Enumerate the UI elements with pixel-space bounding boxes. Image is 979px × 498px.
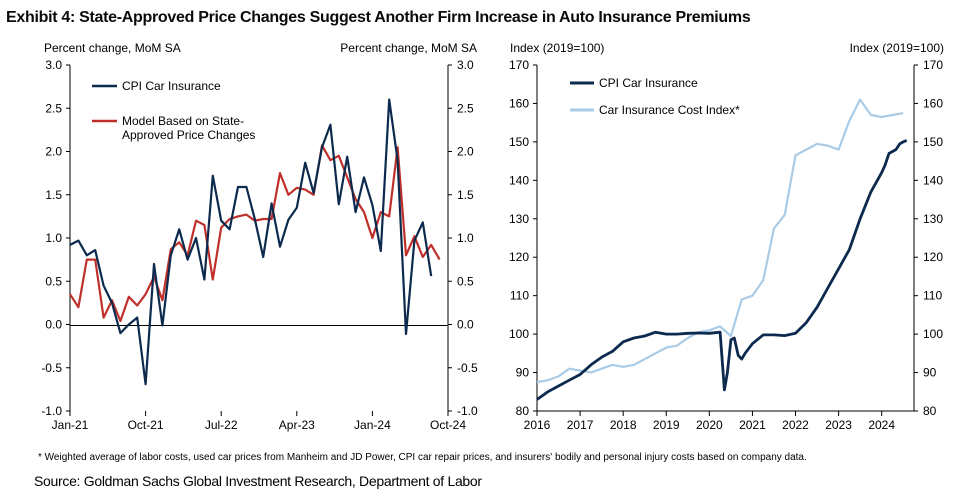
right-xtick-label-2020: 2020: [696, 418, 723, 432]
left-ytick-label-left-1-0: 1.0: [45, 231, 62, 245]
left-ytick-label-left-1-0: -1.0: [41, 404, 62, 418]
right-ytick-label-right-110: 110: [923, 289, 942, 303]
left-ytick-label-right-1-0: 1.0: [457, 231, 474, 245]
source-note: Source: Goldman Sachs Global Investment …: [34, 473, 482, 489]
left-xtick-label-oct-24: Oct-24: [430, 418, 466, 432]
left-ytick-label-right-0-0: 0.0: [457, 318, 474, 332]
left-ytick-label-left-0-0: 0.0: [45, 318, 62, 332]
left-ytick-label-right-3-0: 3.0: [457, 58, 474, 72]
right-ytick-label-left-130: 130: [509, 212, 529, 226]
right-ytick-label-left-120: 120: [509, 250, 529, 264]
left-ytick-label-right-1-5: 1.5: [457, 188, 474, 202]
right-xtick-label-2024: 2024: [868, 418, 895, 432]
right-y-label-left: Index (2019=100): [510, 41, 604, 55]
left-ytick-label-right-0-5: 0.5: [457, 274, 474, 288]
right-series-line-car-insurance-cost-index: [536, 98, 904, 384]
right-ytick-label-right-160: 160: [923, 96, 943, 110]
right-y-label-right: Index (2019=100): [850, 41, 944, 55]
left-ytick-label-right-2-0: 2.0: [457, 145, 474, 159]
exhibit-title: Exhibit 4: State-Approved Price Changes …: [6, 9, 751, 26]
left-legend-label-model-line1: Model Based on State-: [122, 114, 244, 128]
right-ytick-label-left-160: 160: [509, 96, 529, 110]
right-ytick-label-left-90: 90: [516, 366, 530, 380]
right-xtick-label-2017: 2017: [567, 418, 594, 432]
left-ytick-label-left-0-5: -0.5: [41, 361, 62, 375]
right-legend-label-cost-index: Car Insurance Cost Index*: [599, 103, 740, 117]
right-legend-label-cpi: CPI Car Insurance: [599, 76, 698, 90]
right-ytick-label-left-110: 110: [510, 289, 529, 303]
right-xtick-label-2023: 2023: [825, 418, 852, 432]
right-xtick-label-2019: 2019: [653, 418, 680, 432]
right-ytick-label-right-170: 170: [923, 58, 943, 72]
left-legend-label-cpi: CPI Car Insurance: [122, 79, 221, 93]
left-ytick-label-left-2-5: 2.5: [45, 101, 62, 115]
right-ytick-label-right-80: 80: [923, 404, 937, 418]
left-legend: CPI Car Insurance Model Based on State- …: [92, 79, 255, 142]
right-xtick-label-2022: 2022: [782, 418, 809, 432]
left-series-line-cpi-car-insurance: [69, 98, 433, 386]
right-series-line-cpi-car-insurance: [536, 139, 908, 401]
right-ytick-label-left-140: 140: [509, 173, 529, 187]
right-xtick-label-2018: 2018: [610, 418, 637, 432]
right-ytick-label-left-80: 80: [516, 404, 530, 418]
left-chart: Percent change, MoM SA Percent change, M…: [41, 41, 478, 432]
left-xtick-label-jul-22: Jul-22: [205, 418, 238, 432]
right-ytick-label-left-150: 150: [509, 135, 529, 149]
footnote: * Weighted average of labor costs, used …: [38, 452, 807, 463]
left-ytick-label-left-2-0: 2.0: [45, 145, 62, 159]
right-chart: Index (2019=100) Index (2019=100) 170 170…: [509, 41, 944, 432]
right-xtick-label-2021: 2021: [739, 418, 766, 432]
left-ytick-label-left-3-0: 3.0: [45, 58, 62, 72]
left-ytick-label-right-1-0: -1.0: [457, 404, 478, 418]
left-xtick-label-apr-23: Apr-23: [279, 418, 315, 432]
right-ytick-label-right-140: 140: [923, 173, 943, 187]
right-legend: CPI Car Insurance Car Insurance Cost Ind…: [570, 76, 740, 117]
left-xtick-label-oct-21: Oct-21: [128, 418, 164, 432]
right-ytick-label-right-130: 130: [923, 212, 943, 226]
left-ytick-label-left-0-5: 0.5: [45, 274, 62, 288]
left-y-label-right: Percent change, MoM SA: [340, 41, 477, 55]
right-xtick-label-2016: 2016: [524, 418, 551, 432]
right-ytick-label-right-150: 150: [923, 135, 943, 149]
right-ytick-label-left-170: 170: [509, 58, 529, 72]
left-xtick-label-jan-24: Jan-24: [354, 418, 391, 432]
right-ytick-label-right-90: 90: [923, 366, 937, 380]
left-legend-label-model-line2: Approved Price Changes: [122, 128, 255, 142]
left-ytick-label-right-2-5: 2.5: [457, 101, 474, 115]
right-ytick-label-right-100: 100: [923, 327, 943, 341]
left-xtick-label-jan-21: Jan-21: [52, 418, 89, 432]
left-ytick-label-left-1-5: 1.5: [45, 188, 62, 202]
right-ytick-label-left-100: 100: [509, 327, 529, 341]
left-ytick-label-right-0-5: -0.5: [457, 361, 478, 375]
right-ytick-label-right-120: 120: [923, 250, 943, 264]
left-y-label-left: Percent change, MoM SA: [44, 41, 181, 55]
